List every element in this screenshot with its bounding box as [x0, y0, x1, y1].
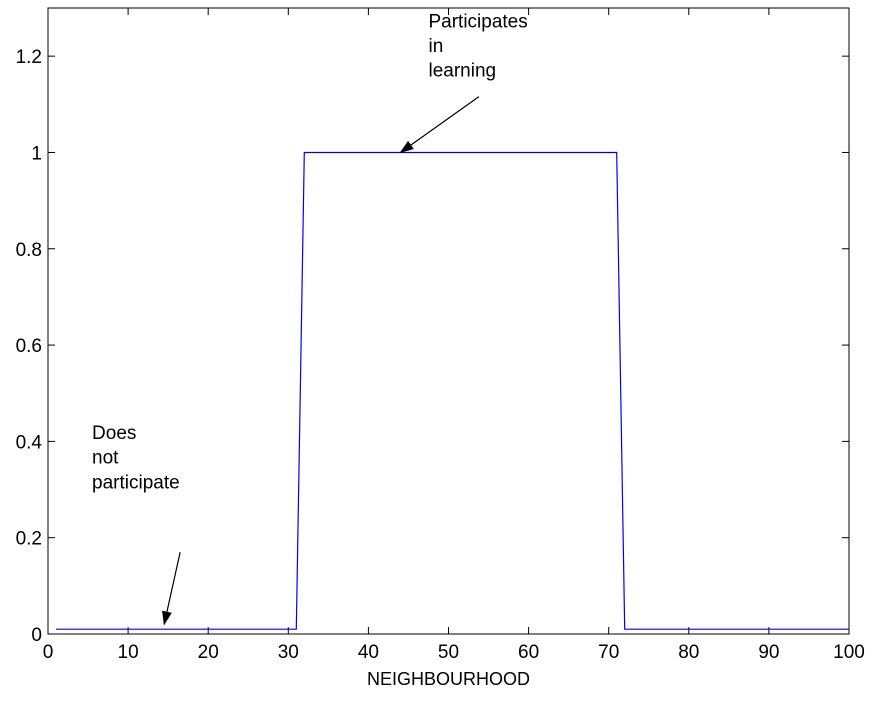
x-tick-label: 40: [358, 642, 379, 663]
y-tick-label: 0.8: [16, 240, 42, 261]
x-tick-label: 100: [833, 642, 865, 663]
y-tick-label: 0.4: [16, 432, 43, 453]
x-tick-label: 10: [118, 642, 139, 663]
y-tick-label: 0.6: [16, 336, 42, 357]
y-tick-label: 1.2: [16, 47, 42, 68]
y-tick-label: 0.2: [16, 529, 42, 550]
annotation-text: Participates in learning: [428, 11, 527, 81]
plot-area: 0 10 20 30 40 50 60 70 80 90 100 0 0.2 0.4 0.6 0.8 1 1.2 P…: [16, 7, 865, 663]
x-tick-label: 80: [678, 642, 699, 663]
annotation-arrow: [162, 552, 181, 626]
x-tick-label: 20: [198, 642, 219, 663]
x-tick-label: 60: [518, 642, 539, 663]
y-tick-label: 0: [31, 625, 42, 646]
x-tick-label: 90: [758, 642, 779, 663]
annotation-text: Does not participate: [92, 423, 180, 493]
x-tick-label: 70: [598, 642, 619, 663]
x-tick-label: 30: [278, 642, 299, 663]
x-tick-label: 0: [43, 642, 54, 663]
series-line: [56, 151, 849, 630]
x-axis-label: NEIGHBOURHOOD: [367, 669, 530, 689]
annotation-arrow: [399, 96, 480, 154]
plot-frame: [47, 7, 850, 635]
x-tick-label: 50: [438, 642, 459, 663]
y-tick-label: 1: [31, 143, 42, 164]
